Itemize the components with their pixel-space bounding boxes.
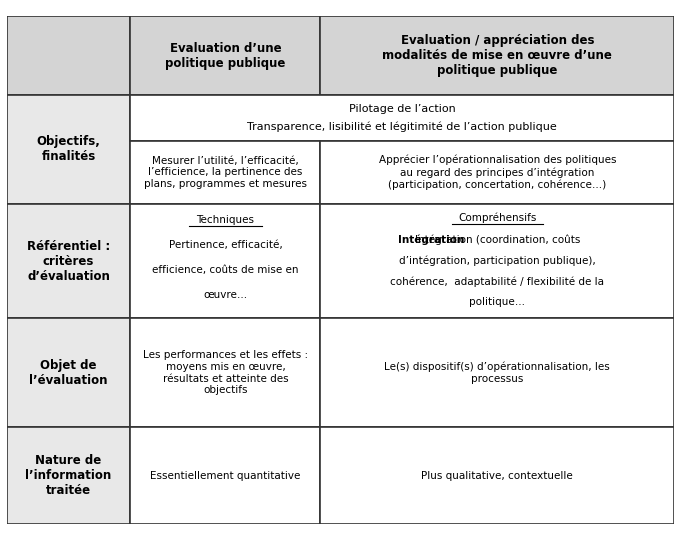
Bar	[130, 95, 674, 141]
Text: Pilotage de l’action: Pilotage de l’action	[349, 104, 456, 113]
Text: Nature de
l’information
traitée: Nature de l’information traitée	[25, 454, 112, 497]
Bar	[321, 427, 674, 524]
Text: œuvre…: œuvre…	[203, 291, 247, 300]
Text: Plus qualitative, contextuelle: Plus qualitative, contextuelle	[422, 470, 573, 481]
Bar	[321, 16, 674, 95]
Text: Transparence, lisibilité et légitimité de l’action publique: Transparence, lisibilité et légitimité d…	[247, 122, 557, 132]
Text: Intégration (coordination, coûts: Intégration (coordination, coûts	[415, 234, 580, 245]
Text: Intégration: Intégration	[398, 234, 464, 245]
Bar	[7, 16, 130, 95]
Bar	[7, 204, 130, 318]
Text: Techniques: Techniques	[196, 215, 255, 225]
Bar	[7, 318, 130, 427]
Text: Pertinence, efficacité,: Pertinence, efficacité,	[168, 240, 282, 250]
Text: Mesurer l’utilité, l’efficacité,
l’efficience, la pertinence des
plans, programm: Mesurer l’utilité, l’efficacité, l’effic…	[144, 156, 307, 189]
Text: Apprécier l’opérationnalisation des politiques
au regard des principes d’intégra: Apprécier l’opérationnalisation des poli…	[379, 155, 616, 190]
Text: Essentiellement quantitative: Essentiellement quantitative	[151, 470, 300, 481]
Text: Référentiel :
critères
d’évaluation: Référentiel : critères d’évaluation	[27, 240, 110, 282]
Bar	[130, 141, 321, 204]
Bar	[130, 16, 321, 95]
Bar	[130, 427, 321, 524]
Bar	[130, 318, 321, 427]
Text: Compréhensifs: Compréhensifs	[458, 212, 537, 223]
Bar	[7, 427, 130, 524]
Bar	[321, 141, 674, 204]
Text: Evaluation d’une
politique publique: Evaluation d’une politique publique	[165, 42, 285, 70]
Bar	[130, 204, 321, 318]
Bar	[321, 318, 674, 427]
Text: Les performances et les effets :
moyens mis en œuvre,
résultats et atteinte des
: Les performances et les effets : moyens …	[143, 350, 308, 395]
Text: politique…: politique…	[469, 297, 526, 307]
Bar	[7, 95, 130, 204]
Bar	[321, 204, 674, 318]
Text: d’intégration, participation publique),: d’intégration, participation publique),	[399, 256, 596, 266]
Text: Le(s) dispositif(s) d’opérationnalisation, les
processus: Le(s) dispositif(s) d’opérationnalisatio…	[385, 362, 610, 384]
Text: efficience, coûts de mise en: efficience, coûts de mise en	[152, 265, 299, 275]
Text: Objectifs,
finalités: Objectifs, finalités	[37, 136, 101, 164]
Text: Objet de
l’évaluation: Objet de l’évaluation	[29, 359, 108, 387]
Text: Evaluation / appréciation des
modalités de mise en œuvre d’une
politique publiqu: Evaluation / appréciation des modalités …	[383, 34, 612, 77]
Text: cohérence,  adaptabilité / flexibilité de la: cohérence, adaptabilité / flexibilité de…	[390, 276, 604, 287]
